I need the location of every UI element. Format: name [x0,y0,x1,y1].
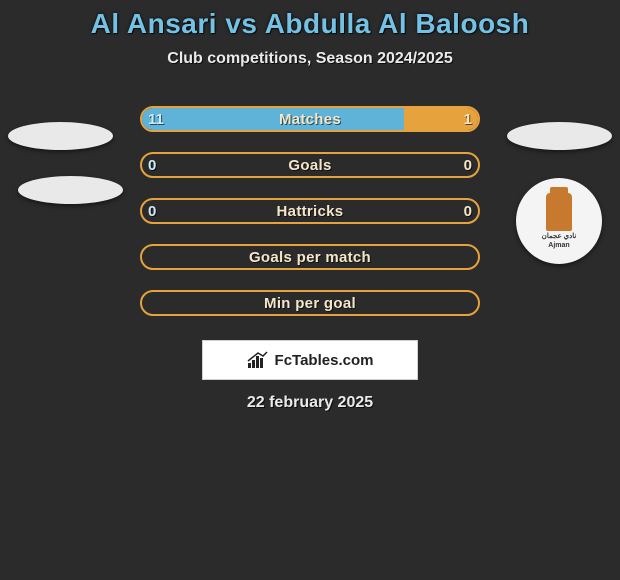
brand-text: FcTables.com [275,352,374,369]
comparison-infographic: Al Ansari vs Abdulla Al Baloosh Club com… [0,0,620,412]
stat-value-right: 0 [464,152,472,178]
stat-row: Min per goal [0,280,620,326]
page-title: Al Ansari vs Abdulla Al Baloosh [0,8,620,40]
stat-label: Goals [142,154,478,176]
stat-row: Matches111 [0,96,620,142]
stat-label: Goals per match [142,246,478,268]
stat-row: Hattricks0 0 [0,188,620,234]
chart-icon [247,351,269,369]
stat-bar-left [142,108,404,130]
stats-block: Matches111Goals00Hattricks00Goals per ma… [0,96,620,326]
stat-value-left: 0 [148,198,156,224]
subtitle: Club competitions, Season 2024/2025 [0,50,620,68]
stat-row: Goals per match [0,234,620,280]
stat-value-right: 0 [464,198,472,224]
stat-value-right: 1 [464,106,472,132]
stat-value-left: 0 [148,152,156,178]
brand-box: FcTables.com [202,340,418,380]
stat-bar-track: Goals per match [140,244,480,270]
stat-bar-track: Hattricks [140,198,480,224]
stat-bar-track: Matches [140,106,480,132]
stat-row: Goals0 0 [0,142,620,188]
date-text: 22 february 2025 [0,394,620,412]
stat-value-left: 11 [148,106,164,132]
stat-label: Min per goal [142,292,478,314]
stat-bar-track: Goals [140,152,480,178]
stat-label: Hattricks [142,200,478,222]
stat-bar-track: Min per goal [140,290,480,316]
